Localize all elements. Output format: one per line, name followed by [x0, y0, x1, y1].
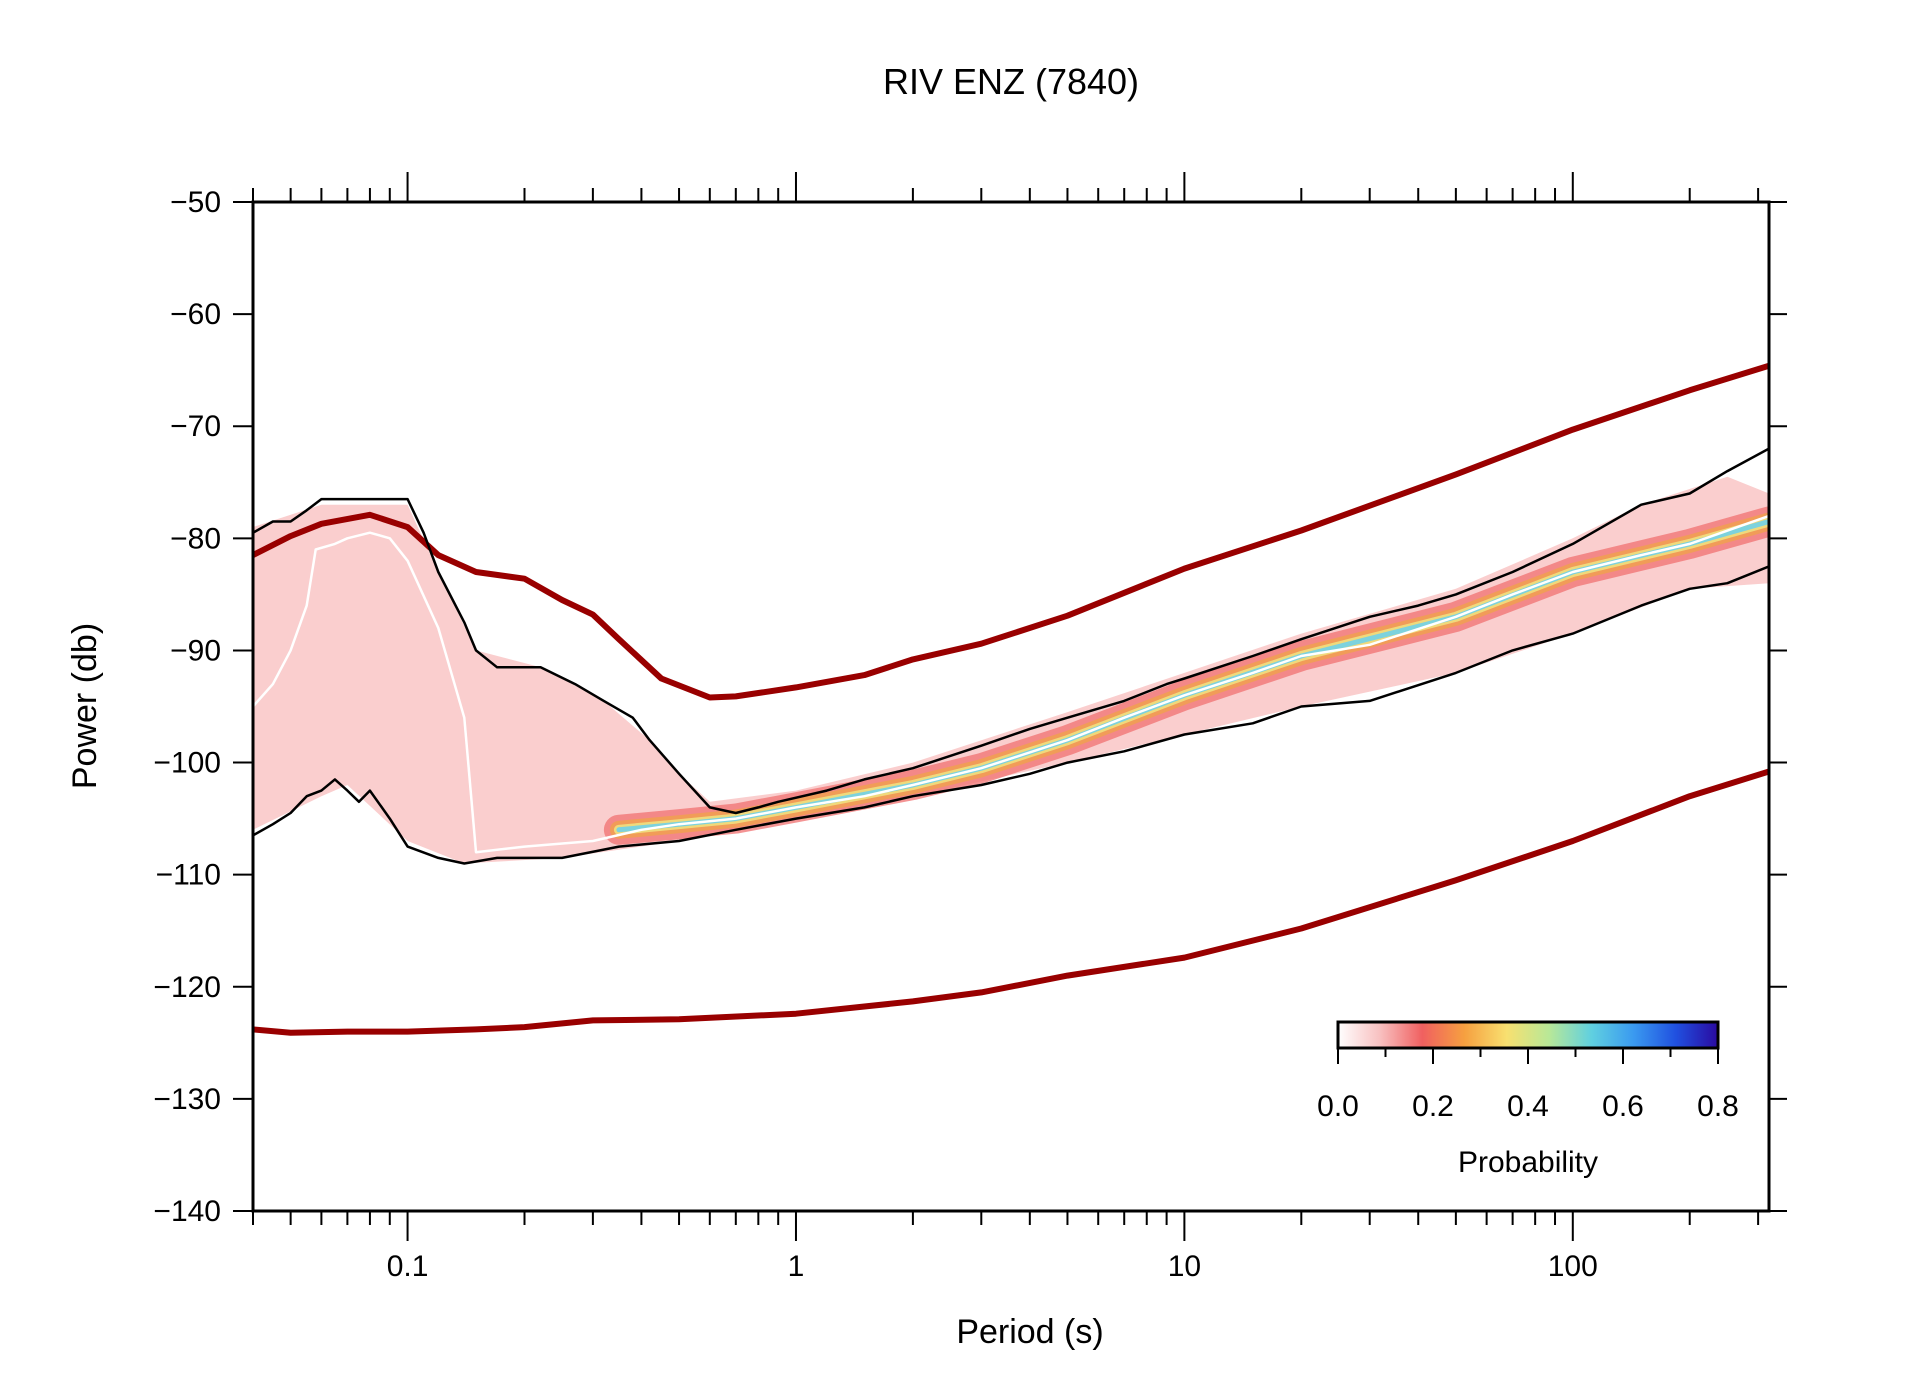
plot-area	[253, 362, 1769, 1036]
series-percentile-lower	[253, 565, 1769, 865]
pdf-band	[253, 476, 1769, 864]
chart-title: RIV ENZ (7840)	[883, 61, 1139, 102]
y-axis-ticks: −50 −60 −70 −80 −90 −100 −110 −120 −130 −140	[153, 186, 1787, 1228]
series-mode	[253, 514, 1769, 854]
x-tick-label: 100	[1548, 1250, 1598, 1283]
colorbar: 0.0 0.2 0.4 0.6 0.8 Probability	[1317, 1020, 1739, 1179]
y-tick-label: −140	[153, 1195, 221, 1228]
x-axis-title: Period (s)	[956, 1313, 1103, 1351]
colorbar-tick-label: 0.8	[1697, 1090, 1739, 1123]
colorbar-gradient	[1336, 1020, 1720, 1050]
colorbar-title: Probability	[1458, 1146, 1598, 1179]
y-tick-label: −50	[170, 186, 221, 219]
y-tick-label: −70	[170, 410, 221, 443]
pdf-band-layer	[253, 476, 1769, 864]
x-tick-label: 0.1	[387, 1250, 429, 1283]
y-tick-label: −90	[170, 634, 221, 667]
colorbar-tick-label: 0.0	[1317, 1090, 1359, 1123]
colorbar-ticks: 0.0 0.2 0.4 0.6 0.8	[1317, 1048, 1739, 1123]
y-tick-label: −60	[170, 298, 221, 331]
series-high-noise-model	[253, 362, 1769, 701]
y-tick-label: −110	[156, 859, 221, 892]
y-axis-title: Power (db)	[66, 623, 104, 789]
series-low-noise-model	[253, 768, 1769, 1036]
y-tick-label: −120	[153, 971, 221, 1004]
plot-frame	[251, 200, 1771, 1213]
y-tick-label: −80	[170, 522, 221, 555]
series-percentile-upper	[253, 447, 1769, 815]
x-tick-label: 10	[1168, 1250, 1201, 1283]
x-tick-label: 1	[788, 1250, 805, 1283]
colorbar-tick-label: 0.6	[1602, 1090, 1644, 1123]
x-axis-ticks: 0.1 1 10 100	[252, 172, 1760, 1283]
series-layer	[253, 362, 1769, 1036]
y-tick-label: −100	[153, 747, 221, 780]
colorbar-tick-label: 0.4	[1507, 1090, 1549, 1123]
colorbar-tick-label: 0.2	[1412, 1090, 1454, 1123]
y-tick-label: −130	[153, 1083, 221, 1116]
